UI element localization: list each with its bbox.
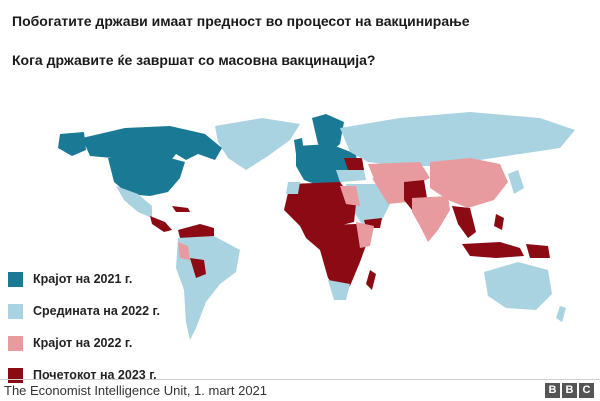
- indonesia: [462, 242, 524, 258]
- legend-swatch-mid-2022: [8, 303, 23, 319]
- legend-label: Средината на 2022 г.: [33, 304, 160, 318]
- uk: [294, 138, 304, 154]
- madagascar: [366, 270, 376, 290]
- bbc-logo-letter: B: [562, 383, 577, 398]
- legend: Крајот на 2021 г. Средината на 2022 г. К…: [8, 264, 160, 392]
- east-africa: [356, 222, 374, 248]
- legend-swatch-early-2023: [8, 367, 23, 383]
- legend-item-early-2023: Почетокот на 2023 г.: [8, 360, 160, 390]
- central-america: [150, 216, 172, 232]
- china: [430, 158, 508, 208]
- legend-swatch-end-2022: [8, 335, 23, 351]
- legend-swatch-end-2021: [8, 271, 23, 287]
- southeast-asia: [452, 206, 476, 238]
- legend-item-end-2021: Крајот на 2021 г.: [8, 264, 160, 294]
- bbc-logo-letter: C: [579, 383, 594, 398]
- iran: [372, 178, 408, 204]
- new-zealand: [556, 306, 566, 322]
- legend-item-mid-2022: Средината на 2022 г.: [8, 296, 160, 326]
- bbc-logo-letter: B: [545, 383, 560, 398]
- usa: [108, 158, 185, 196]
- russia: [340, 112, 575, 166]
- peru-region: [178, 242, 190, 260]
- chart-subtitle: Кога државите ќе завршат со масовна вакц…: [12, 52, 376, 68]
- footer: The Economist Intelligence Unit, 1. mart…: [0, 379, 600, 401]
- morocco: [286, 182, 300, 194]
- north-africa: [284, 182, 356, 228]
- south-america-north: [178, 224, 214, 240]
- legend-label: Крајот на 2022 г.: [33, 336, 133, 350]
- bbc-logo: B B C: [543, 383, 594, 398]
- greenland: [215, 118, 300, 170]
- australia: [484, 262, 552, 310]
- caribbean: [172, 206, 190, 212]
- canada: [82, 126, 222, 164]
- legend-label: Почетокот на 2023 г.: [33, 368, 157, 382]
- japan-korea: [508, 170, 524, 194]
- south-africa: [328, 280, 350, 300]
- legend-item-end-2022: Крајот на 2022 г.: [8, 328, 160, 358]
- source-text: The Economist Intelligence Unit, 1. mart…: [4, 383, 268, 398]
- chart-title: Побогатите држави имаат предност во проц…: [12, 13, 470, 29]
- legend-label: Крајот на 2021 г.: [33, 272, 133, 286]
- world-map: [58, 112, 575, 340]
- india: [412, 196, 450, 242]
- bolivia-paraguay: [190, 258, 206, 278]
- mexico: [116, 186, 152, 218]
- turkey: [336, 170, 366, 182]
- ukraine: [344, 158, 364, 170]
- philippines: [494, 214, 504, 230]
- png: [526, 244, 550, 258]
- alaska: [58, 132, 86, 156]
- egypt: [340, 186, 360, 206]
- central-africa: [300, 224, 368, 292]
- scandinavia: [312, 114, 344, 152]
